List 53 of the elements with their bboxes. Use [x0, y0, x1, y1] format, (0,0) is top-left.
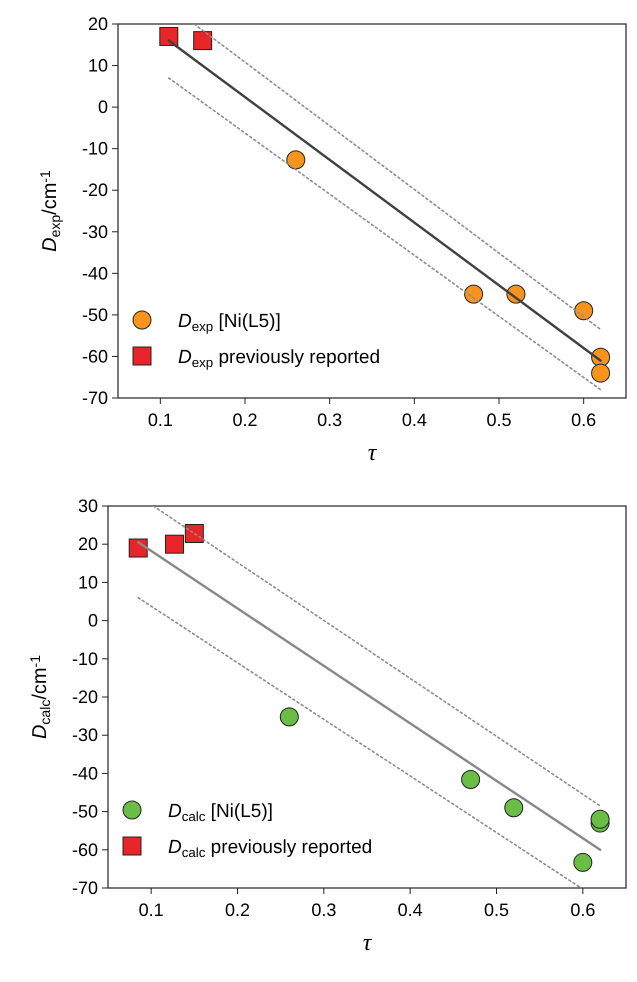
legend-label: D$_{exp}$ previously reported	[178, 347, 380, 370]
legend-label: D$_{calc}$ [Ni(L5)]	[168, 801, 273, 824]
point	[464, 284, 484, 304]
y-tick-label: -30	[82, 222, 108, 242]
x-tick-label: 0.4	[402, 410, 427, 430]
y-tick-label: -70	[82, 388, 108, 408]
x-tick-label: 0.2	[224, 900, 250, 920]
x-tick-label: 0.2	[232, 410, 258, 430]
y-tick-label: -10	[82, 138, 108, 159]
point	[461, 770, 480, 790]
y-tick-label: -60	[72, 840, 98, 860]
y-tick-label: 10	[78, 572, 98, 592]
y-tick-label: -20	[72, 687, 98, 707]
y-tick-label: -20	[82, 180, 108, 200]
y-tick-label: 0	[88, 610, 98, 631]
legend-label: D$_{calc}$ previously reported	[168, 837, 372, 860]
point	[193, 31, 212, 50]
point	[159, 26, 178, 46]
y-tick-label: -10	[72, 648, 98, 669]
y-tick-label: -60	[82, 346, 108, 366]
y-tick-label: -40	[72, 763, 98, 784]
y-tick-label: 20	[78, 534, 98, 554]
x-axis-title: τ	[368, 440, 378, 466]
y-tick-label: -40	[82, 263, 108, 284]
point	[286, 150, 306, 170]
legend-label: D$_{exp}$ [Ni(L5)]	[178, 311, 281, 334]
x-tick-label: 0.3	[311, 900, 336, 920]
y-tick-label: 0	[98, 97, 108, 118]
point	[574, 301, 594, 320]
point	[280, 707, 299, 726]
point	[591, 364, 610, 383]
y-tick-label: -50	[72, 802, 98, 822]
x-tick-label: 0.4	[398, 900, 423, 920]
point	[573, 852, 592, 872]
x-tick-label: 0.5	[486, 410, 512, 430]
x-tick-label: 0.6	[570, 900, 596, 920]
y-tick-label: -50	[82, 304, 108, 325]
y-tick-label: -30	[72, 725, 98, 746]
y-tick-label: 10	[88, 56, 108, 76]
x-tick-label: 0.1	[138, 900, 164, 920]
point	[504, 798, 524, 818]
point	[590, 810, 610, 829]
x-tick-label: 0.1	[148, 410, 173, 430]
x-tick-label: 0.5	[484, 900, 510, 920]
y-tick-label: 20	[88, 14, 108, 34]
point	[184, 524, 204, 544]
x-axis-title: τ	[362, 930, 373, 956]
x-tick-label: 0.6	[571, 410, 596, 430]
x-tick-label: 0.3	[317, 410, 342, 430]
point	[128, 538, 148, 558]
y-tick-label: 30	[78, 496, 98, 516]
y-tick-label: -70	[72, 878, 98, 898]
point	[164, 534, 184, 554]
